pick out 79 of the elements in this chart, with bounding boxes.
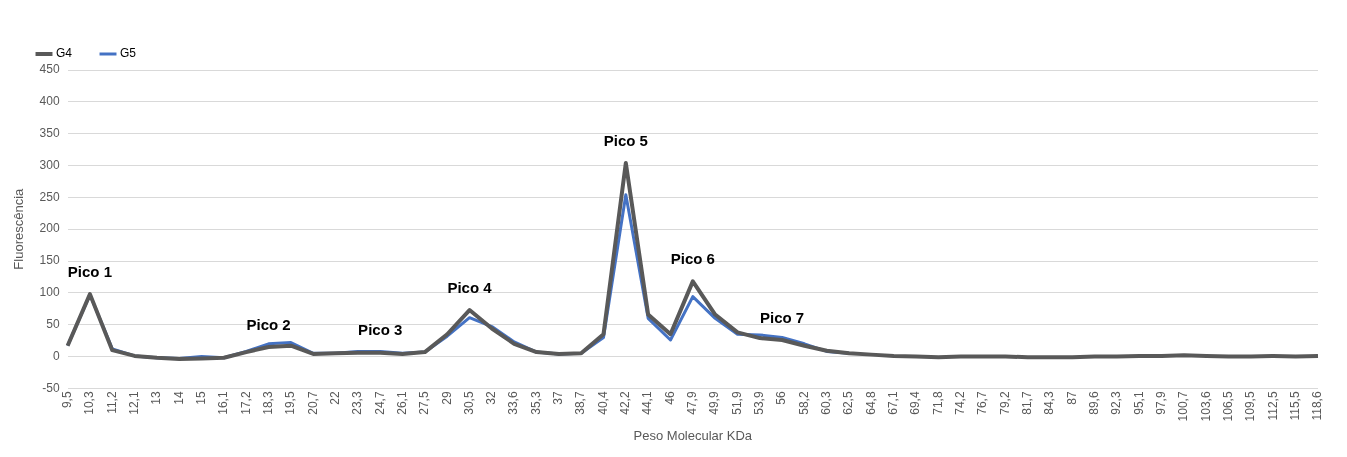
x-tick-label: 74,2: [953, 391, 968, 415]
x-tick-label: 106,5: [1221, 391, 1235, 422]
x-tick-label: 47,9: [685, 391, 700, 415]
x-tick-label: 64,8: [863, 391, 878, 415]
x-tick-label: 12,1: [126, 391, 141, 415]
x-tick-label: 46: [662, 391, 677, 405]
legend-label: G5: [120, 46, 137, 61]
annotation: Pico 1: [67, 262, 113, 280]
x-tick-label: 15: [193, 391, 208, 405]
x-tick-label: 13: [149, 391, 164, 405]
annotation: Pico 7: [760, 308, 805, 326]
x-tick-label: 69,4: [908, 391, 923, 415]
x-tick-label: 87: [1064, 391, 1079, 405]
x-tick-label: 62,5: [841, 391, 856, 415]
x-tick-label: 24,7: [372, 391, 387, 415]
y-tick-label: 350: [39, 125, 60, 140]
x-tick-label: 81,7: [1020, 391, 1035, 415]
x-tick-label: 56: [774, 391, 789, 405]
x-tick-label: 112,5: [1265, 391, 1280, 421]
x-tick-label: 42,2: [618, 391, 633, 415]
x-tick-label: 115,5: [1287, 391, 1302, 421]
x-tick-label: 58,2: [796, 391, 811, 415]
x-axis-title: Peso Molecular KDa: [633, 427, 753, 443]
x-tick-label: 11,2: [104, 391, 119, 414]
annotation: Pico 3: [358, 321, 403, 339]
x-tick-label: 19,5: [283, 391, 298, 415]
y-tick-label: 250: [39, 189, 60, 204]
x-tick-label: 38,7: [573, 391, 588, 415]
x-tick-label: 30,5: [461, 391, 476, 415]
x-tick-label: 16,1: [216, 391, 231, 415]
annotation: Pico 5: [603, 131, 648, 149]
x-tick-label: 71,8: [930, 391, 945, 415]
y-tick-label: 400: [39, 94, 60, 109]
x-tick-label: 22: [327, 391, 342, 405]
x-tick-label: 53,9: [752, 391, 767, 415]
annotation: Pico 4: [447, 278, 493, 296]
y-tick-label: 50: [46, 317, 60, 332]
x-tick-label: 9,5: [59, 391, 74, 409]
y-tick-label: 450: [39, 62, 60, 77]
y-tick-label: 300: [39, 157, 60, 172]
y-tick-label: 100: [39, 285, 60, 300]
x-tick-label: 51,9: [729, 391, 744, 415]
x-tick-label: 14: [171, 391, 186, 405]
x-tick-label: 10,3: [82, 391, 97, 415]
x-tick-label: 89,6: [1087, 391, 1102, 415]
x-tick-label: 35,3: [528, 391, 543, 415]
x-tick-label: 97,9: [1154, 391, 1169, 415]
legend-label: G4: [56, 46, 73, 61]
x-tick-label: 44,1: [640, 391, 655, 415]
x-tick-label: 26,1: [394, 391, 409, 415]
y-axis-title: Fluorescência: [11, 187, 27, 270]
x-tick-label: 20,7: [305, 391, 320, 415]
x-tick-label: 18,3: [260, 391, 275, 415]
x-tick-label: 100,7: [1176, 391, 1191, 422]
y-tick-label: 150: [39, 253, 60, 268]
x-tick-label: 32: [484, 391, 499, 405]
annotation: Pico 6: [670, 250, 715, 268]
x-tick-label: 37: [551, 391, 566, 405]
x-tick-label: 103,6: [1198, 391, 1213, 422]
x-tick-label: 49,9: [707, 391, 722, 415]
x-tick-label: 60,3: [819, 391, 834, 415]
x-tick-label: 79,2: [997, 391, 1012, 415]
x-tick-label: 109,5: [1243, 391, 1258, 422]
x-tick-label: 29: [439, 391, 454, 405]
x-tick-label: 33,6: [506, 391, 521, 415]
x-tick-label: 95,1: [1131, 391, 1146, 415]
x-tick-label: 23,3: [350, 391, 365, 415]
x-tick-label: 40,4: [595, 391, 610, 415]
y-tick-label: 200: [39, 221, 60, 236]
annotation: Pico 2: [246, 315, 291, 333]
x-tick-label: 84,3: [1042, 391, 1057, 415]
x-tick-label: 27,5: [417, 391, 432, 415]
x-tick-label: 67,1: [886, 391, 901, 415]
x-tick-label: 17,2: [238, 391, 253, 415]
x-tick-label: 76,7: [975, 391, 990, 415]
y-tick-label: 0: [52, 348, 60, 363]
x-tick-label: 118,6: [1310, 391, 1325, 421]
y-tick-label: -50: [42, 380, 60, 395]
x-tick-label: 92,3: [1109, 391, 1124, 415]
